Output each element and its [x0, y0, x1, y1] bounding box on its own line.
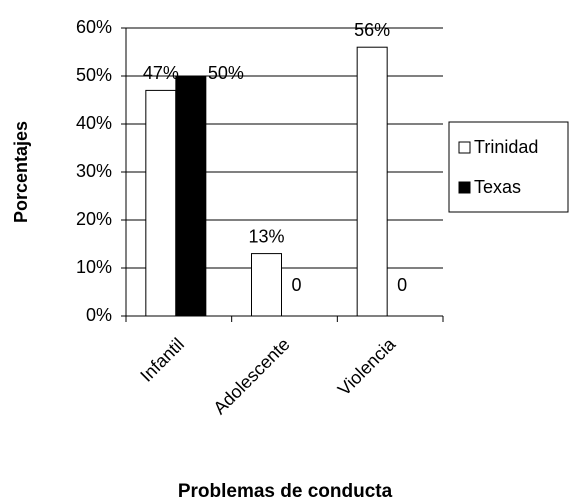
x-axis-label: Problemas de conducta: [178, 481, 393, 502]
legend-box: [448, 121, 569, 213]
y-tick-label: 50%: [76, 65, 112, 85]
y-tick-label: 30%: [76, 161, 112, 181]
legend-swatch: [458, 141, 471, 154]
legend-label: Texas: [474, 177, 521, 197]
y-tick-label: 0%: [86, 305, 112, 325]
value-label: 56%: [354, 20, 390, 40]
value-label: 0: [291, 275, 301, 295]
bar: [145, 89, 177, 317]
bar: [356, 46, 388, 317]
y-tick-label: 10%: [76, 257, 112, 277]
value-label: 47%: [143, 63, 179, 83]
value-label: 0: [397, 275, 407, 295]
y-tick-label: 20%: [76, 209, 112, 229]
legend-label: Trinidad: [474, 137, 538, 157]
y-axis-label: Porcentajes: [11, 121, 31, 223]
x-tick-label: Violencia: [334, 333, 400, 399]
bar: [175, 75, 207, 317]
y-tick-label: 40%: [76, 113, 112, 133]
value-label: 50%: [208, 63, 244, 83]
x-tick-label: Adolescente: [209, 334, 293, 418]
legend-swatch: [458, 181, 471, 194]
value-label: 13%: [248, 226, 284, 246]
x-tick-label: Infantil: [136, 334, 188, 386]
bar: [251, 253, 282, 317]
y-tick-label: 60%: [76, 17, 112, 37]
